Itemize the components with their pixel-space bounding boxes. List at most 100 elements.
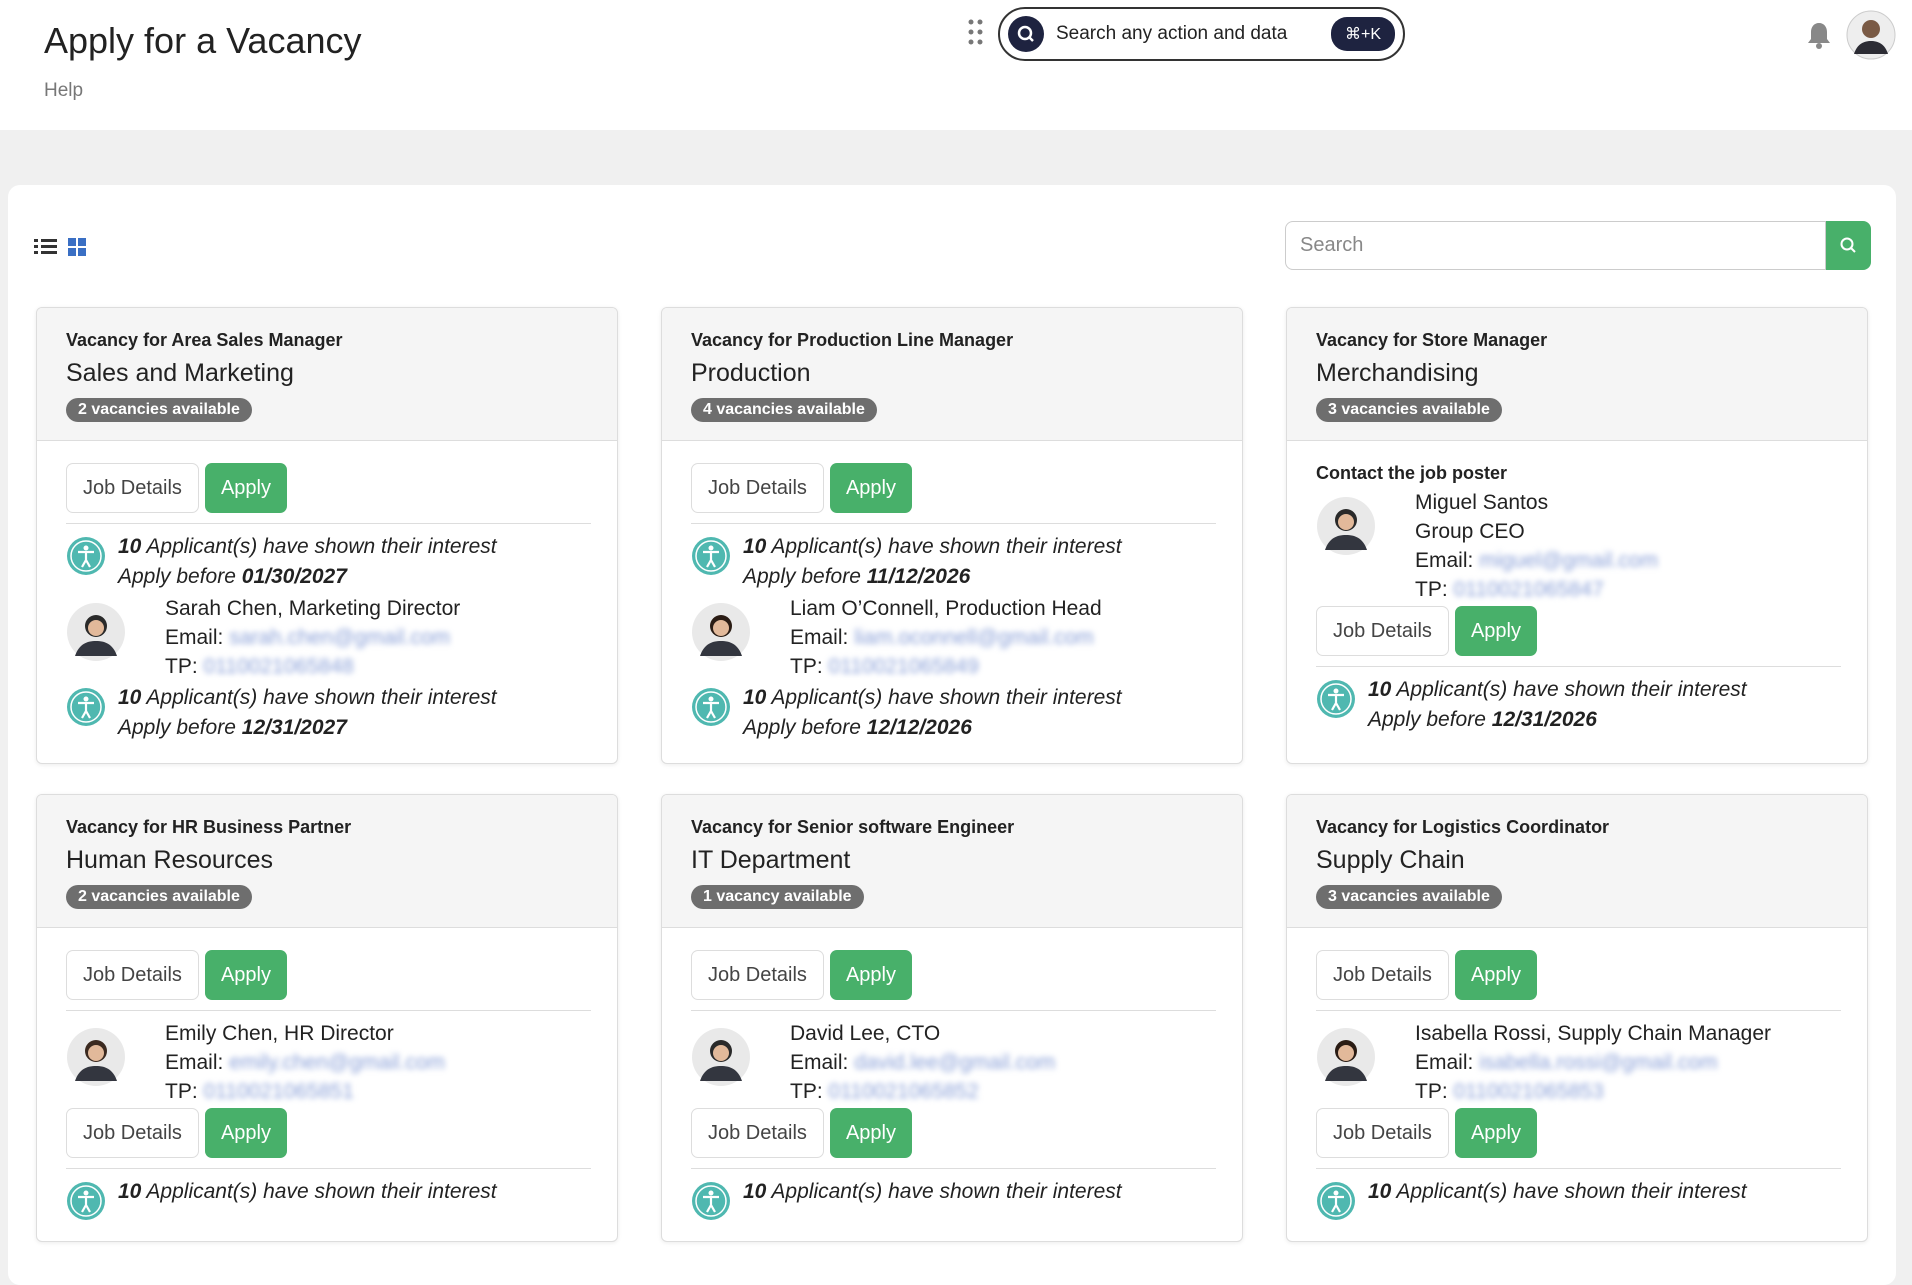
contact-line: TP: 0110021065849	[790, 652, 1102, 681]
interest-text: 10 Applicant(s) have shown their interes…	[118, 683, 497, 743]
vacancy-card: Vacancy for Logistics Coordinator Supply …	[1286, 794, 1868, 1242]
job-details-button[interactable]: Job Details	[691, 463, 824, 513]
applicant-count: 10	[1368, 1180, 1392, 1203]
job-details-button[interactable]: Job Details	[66, 463, 199, 513]
apps-icon[interactable]	[968, 18, 984, 46]
vacancy-badge: 2 vacancies available	[66, 885, 252, 909]
apply-button[interactable]: Apply	[829, 950, 912, 1000]
job-details-button[interactable]: Job Details	[1316, 1108, 1449, 1158]
search-input[interactable]: Search	[1285, 221, 1826, 270]
deadline-label: Apply before	[118, 565, 236, 588]
deadline-line: Apply before 11/12/2026	[743, 562, 1122, 592]
accessibility-icon	[1317, 1182, 1355, 1220]
contact-label: Email:	[1415, 549, 1474, 572]
apply-button[interactable]: Apply	[829, 463, 912, 513]
deadline-label: Apply before	[118, 716, 236, 739]
interest-row: 10 Applicant(s) have shown their interes…	[66, 1177, 588, 1221]
interest-line: 10 Applicant(s) have shown their interes…	[118, 1177, 497, 1207]
contact-label: TP:	[1415, 578, 1448, 601]
deadline-label: Apply before	[1368, 708, 1486, 731]
vacancy-title: Vacancy for Senior software Engineer	[691, 817, 1015, 837]
accessibility-icon	[67, 537, 105, 575]
job-details-button[interactable]: Job Details	[66, 1108, 199, 1158]
interest-line: 10 Applicant(s) have shown their interes…	[118, 532, 497, 562]
interest-label: Applicant(s) have shown their interest	[146, 1180, 497, 1203]
view-toggle[interactable]	[34, 237, 104, 259]
applicant-count: 10	[118, 535, 142, 558]
contact-email: isabella.rossi@gmail.com	[1479, 1051, 1718, 1074]
contact-avatar	[692, 1028, 750, 1086]
interest-line: 10 Applicant(s) have shown their interes…	[743, 683, 1122, 713]
vacancy-badge: 4 vacancies available	[691, 398, 877, 422]
action-row: Job Details Apply	[691, 463, 1216, 524]
vacancy-badge: 3 vacancies available	[1316, 398, 1502, 422]
deadline-date: 01/30/2027	[241, 565, 347, 588]
deadline-date: 12/31/2027	[241, 716, 347, 739]
apply-button[interactable]: Apply	[829, 1108, 912, 1158]
contact-line: Email: emily.chen@gmail.com	[165, 1048, 445, 1077]
help-link[interactable]: Help	[44, 80, 84, 101]
contact-line: Email: sarah.chen@gmail.com	[165, 623, 460, 652]
apply-button[interactable]: Apply	[204, 950, 287, 1000]
deadline-date: 11/12/2026	[866, 565, 971, 588]
contact-name: Emily Chen, HR Director	[165, 1022, 394, 1045]
interest-text: 10 Applicant(s) have shown their interes…	[743, 683, 1122, 743]
job-details-button[interactable]: Job Details	[691, 1108, 824, 1158]
contact-details: Miguel Santos Group CEO Email: miguel@gmai…	[1415, 488, 1658, 604]
apply-button[interactable]: Apply	[1454, 606, 1537, 656]
contact-avatar	[692, 603, 750, 661]
contact-label: TP:	[790, 1080, 823, 1103]
card-header: Vacancy for HR Business Partner Human Res…	[37, 795, 617, 928]
department: Human Resources	[66, 846, 274, 874]
contact-label: Email:	[790, 626, 849, 649]
action-row: Job Details Apply	[66, 950, 591, 1011]
contact-details: David Lee, CTO Email: david.lee@gmail.com…	[790, 1019, 1055, 1106]
vacancy-card: Vacancy for HR Business Partner Human Res…	[36, 794, 618, 1242]
vacancy-card: Vacancy for Store Manager Merchandising 3 …	[1286, 307, 1868, 764]
content-panel: Search Vacancy for Area Sales Manager Sal…	[8, 185, 1896, 1285]
accessibility-icon	[692, 1182, 730, 1220]
job-details-button[interactable]: Job Details	[1316, 950, 1449, 1000]
contact-tp: 0110021065852	[828, 1080, 979, 1103]
card-header: Vacancy for Production Line Manager Produ…	[662, 308, 1242, 441]
global-search[interactable]: Search any action and data ⌘+K	[998, 7, 1405, 61]
apply-button[interactable]: Apply	[1454, 950, 1537, 1000]
card-header: Vacancy for Senior software Engineer IT D…	[662, 795, 1242, 928]
search-button[interactable]	[1826, 221, 1871, 270]
vacancy-title: Vacancy for Production Line Manager	[691, 330, 1014, 350]
interest-text: 10 Applicant(s) have shown their interes…	[118, 1177, 497, 1221]
contact-email: emily.chen@gmail.com	[229, 1051, 446, 1074]
user-avatar[interactable]	[1846, 10, 1896, 60]
vacancy-badge: 2 vacancies available	[66, 398, 252, 422]
deadline-label: Apply before	[743, 716, 861, 739]
interest-text: 10 Applicant(s) have shown their interes…	[743, 1177, 1122, 1221]
contact-tp: 0110021065853	[1453, 1080, 1604, 1103]
deadline-line: Apply before 01/30/2027	[118, 562, 497, 592]
interest-row: 10 Applicant(s) have shown their interes…	[1316, 675, 1838, 735]
card-header: Vacancy for Area Sales Manager Sales and …	[37, 308, 617, 441]
contact-avatar	[1317, 497, 1375, 555]
contact-tp: 0110021065851	[203, 1080, 354, 1103]
contact-name: David Lee, CTO	[790, 1022, 941, 1045]
apply-button[interactable]: Apply	[1454, 1108, 1537, 1158]
card-body: Job Details Apply 10 Applicant(s) have sho…	[37, 441, 617, 763]
search-text: Search any action and data	[1056, 23, 1288, 44]
job-details-button[interactable]: Job Details	[691, 950, 824, 1000]
card-header: Vacancy for Store Manager Merchandising 3 …	[1287, 308, 1867, 441]
job-details-button[interactable]: Job Details	[66, 950, 199, 1000]
applicant-count: 10	[743, 1180, 767, 1203]
interest-line: 10 Applicant(s) have shown their interes…	[743, 532, 1122, 562]
interest-text: 10 Applicant(s) have shown their interes…	[1368, 675, 1747, 735]
contact-name: Isabella Rossi, Supply Chain Manager	[1415, 1022, 1772, 1045]
deadline-date: 12/12/2026	[866, 716, 972, 739]
apply-button[interactable]: Apply	[204, 1108, 287, 1158]
interest-text: 10 Applicant(s) have shown their interes…	[118, 532, 497, 592]
interest-row: 10 Applicant(s) have shown their interes…	[1316, 1177, 1838, 1221]
contact-line: TP: 0110021065848	[165, 652, 460, 681]
apply-button[interactable]: Apply	[204, 463, 287, 513]
accessibility-icon	[692, 688, 730, 726]
job-details-button[interactable]: Job Details	[1316, 606, 1449, 656]
applicant-count: 10	[118, 686, 142, 709]
bell-icon[interactable]	[1805, 20, 1833, 50]
